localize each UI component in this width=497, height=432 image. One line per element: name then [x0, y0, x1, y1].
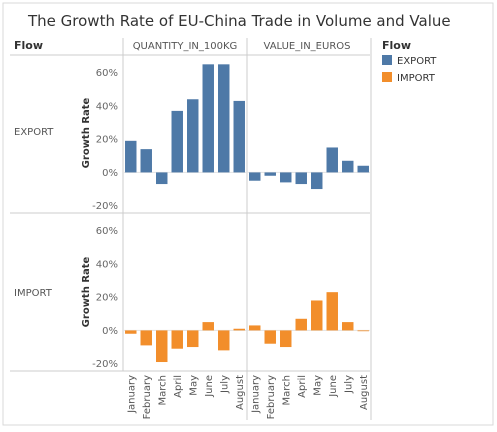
x-tick-label: January	[126, 375, 137, 414]
bar-import-quantity-january	[125, 330, 137, 334]
x-tick-label: February	[266, 375, 277, 419]
y-tick-label: 0%	[102, 326, 118, 337]
x-tick-label: May	[312, 375, 323, 396]
bar-import-value-august	[357, 330, 369, 332]
bar-import-value-january	[249, 325, 261, 331]
bar-export-value-june	[326, 147, 338, 173]
x-tick-label: June	[204, 375, 215, 398]
bar-import-value-july	[342, 322, 354, 331]
bar-export-value-february	[264, 172, 276, 176]
column-header-quantity: QUANTITY_IN_100KG	[133, 41, 238, 52]
bar-import-quantity-august	[233, 328, 245, 331]
x-tick-label: May	[188, 375, 199, 396]
bar-import-quantity-february	[140, 330, 152, 346]
legend-item-import[interactable]: IMPORT	[382, 72, 436, 84]
bar-import-value-june	[326, 292, 338, 331]
bar-import-value-april	[295, 318, 307, 331]
bar-import-value-february	[264, 330, 276, 344]
bar-import-quantity-march	[156, 330, 168, 363]
y-tick-label: 60%	[96, 68, 118, 79]
bar-import-quantity-april	[171, 330, 183, 349]
y-tick-label: 0%	[102, 168, 118, 179]
bar-export-quantity-june	[202, 64, 214, 173]
bar-export-quantity-march	[156, 172, 168, 185]
bar-export-quantity-january	[125, 140, 137, 173]
y-tick-label: 40%	[96, 101, 118, 112]
bar-import-quantity-may	[187, 330, 199, 348]
column-header-value: VALUE_IN_EUROS	[264, 41, 351, 52]
legend-title: Flow	[382, 39, 411, 52]
row-header-import: IMPORT	[14, 288, 53, 299]
x-tick-label: June	[328, 375, 339, 398]
bar-import-value-may	[311, 300, 323, 331]
x-tick-label: April	[173, 375, 184, 398]
legend-swatch-import	[382, 72, 392, 82]
x-tick-label: January	[250, 375, 261, 414]
y-tick-label: 40%	[96, 259, 118, 270]
chart-plot-layer: 60% 40% 20% 0% -20% 60% 40% 20% 0% -20% January Feb…	[10, 38, 372, 420]
row-dimension-header: Flow	[14, 39, 43, 52]
chart-title: The Growth Rate of EU-China Trade in Vol…	[27, 12, 451, 30]
legend-label-export: EXPORT	[397, 56, 437, 67]
y-tick-label: -20%	[92, 201, 118, 212]
legend-swatch-export	[382, 55, 392, 65]
bar-import-quantity-july	[218, 330, 230, 351]
bar-export-value-july	[342, 160, 354, 173]
x-tick-label: August	[235, 375, 246, 410]
bar-export-value-march	[280, 172, 292, 183]
bar-export-value-august	[357, 165, 369, 173]
bar-export-quantity-february	[140, 149, 152, 173]
y-tick-label: 60%	[96, 226, 118, 237]
y-tick-label: 20%	[96, 135, 118, 146]
bar-export-value-may	[311, 172, 323, 190]
x-tick-label: August	[359, 375, 370, 410]
y-axis-title-export: Growth Rate	[81, 97, 92, 168]
bar-export-quantity-august	[233, 100, 245, 173]
y-axis-title-import: Growth Rate	[81, 256, 92, 327]
bar-export-quantity-april	[171, 110, 183, 173]
legend-label-import: IMPORT	[397, 73, 436, 84]
x-tick-label: March	[281, 375, 292, 405]
x-tick-label: July	[219, 375, 230, 394]
x-tick-label: March	[157, 375, 168, 405]
bar-import-quantity-june	[202, 322, 214, 331]
chart-frame	[2, 2, 494, 426]
x-tick-label: July	[343, 375, 354, 394]
row-header-export: EXPORT	[14, 127, 54, 138]
bar-export-value-april	[295, 172, 307, 185]
y-tick-label: -20%	[92, 359, 118, 370]
bar-export-quantity-may	[187, 99, 199, 173]
bar-export-value-january	[249, 172, 261, 181]
bar-import-value-march	[280, 330, 292, 348]
y-tick-label: 20%	[96, 293, 118, 304]
x-tick-label: February	[142, 375, 153, 419]
bar-export-quantity-july	[218, 64, 230, 173]
x-tick-label: April	[297, 375, 308, 398]
legend-item-export[interactable]: EXPORT	[382, 55, 437, 67]
